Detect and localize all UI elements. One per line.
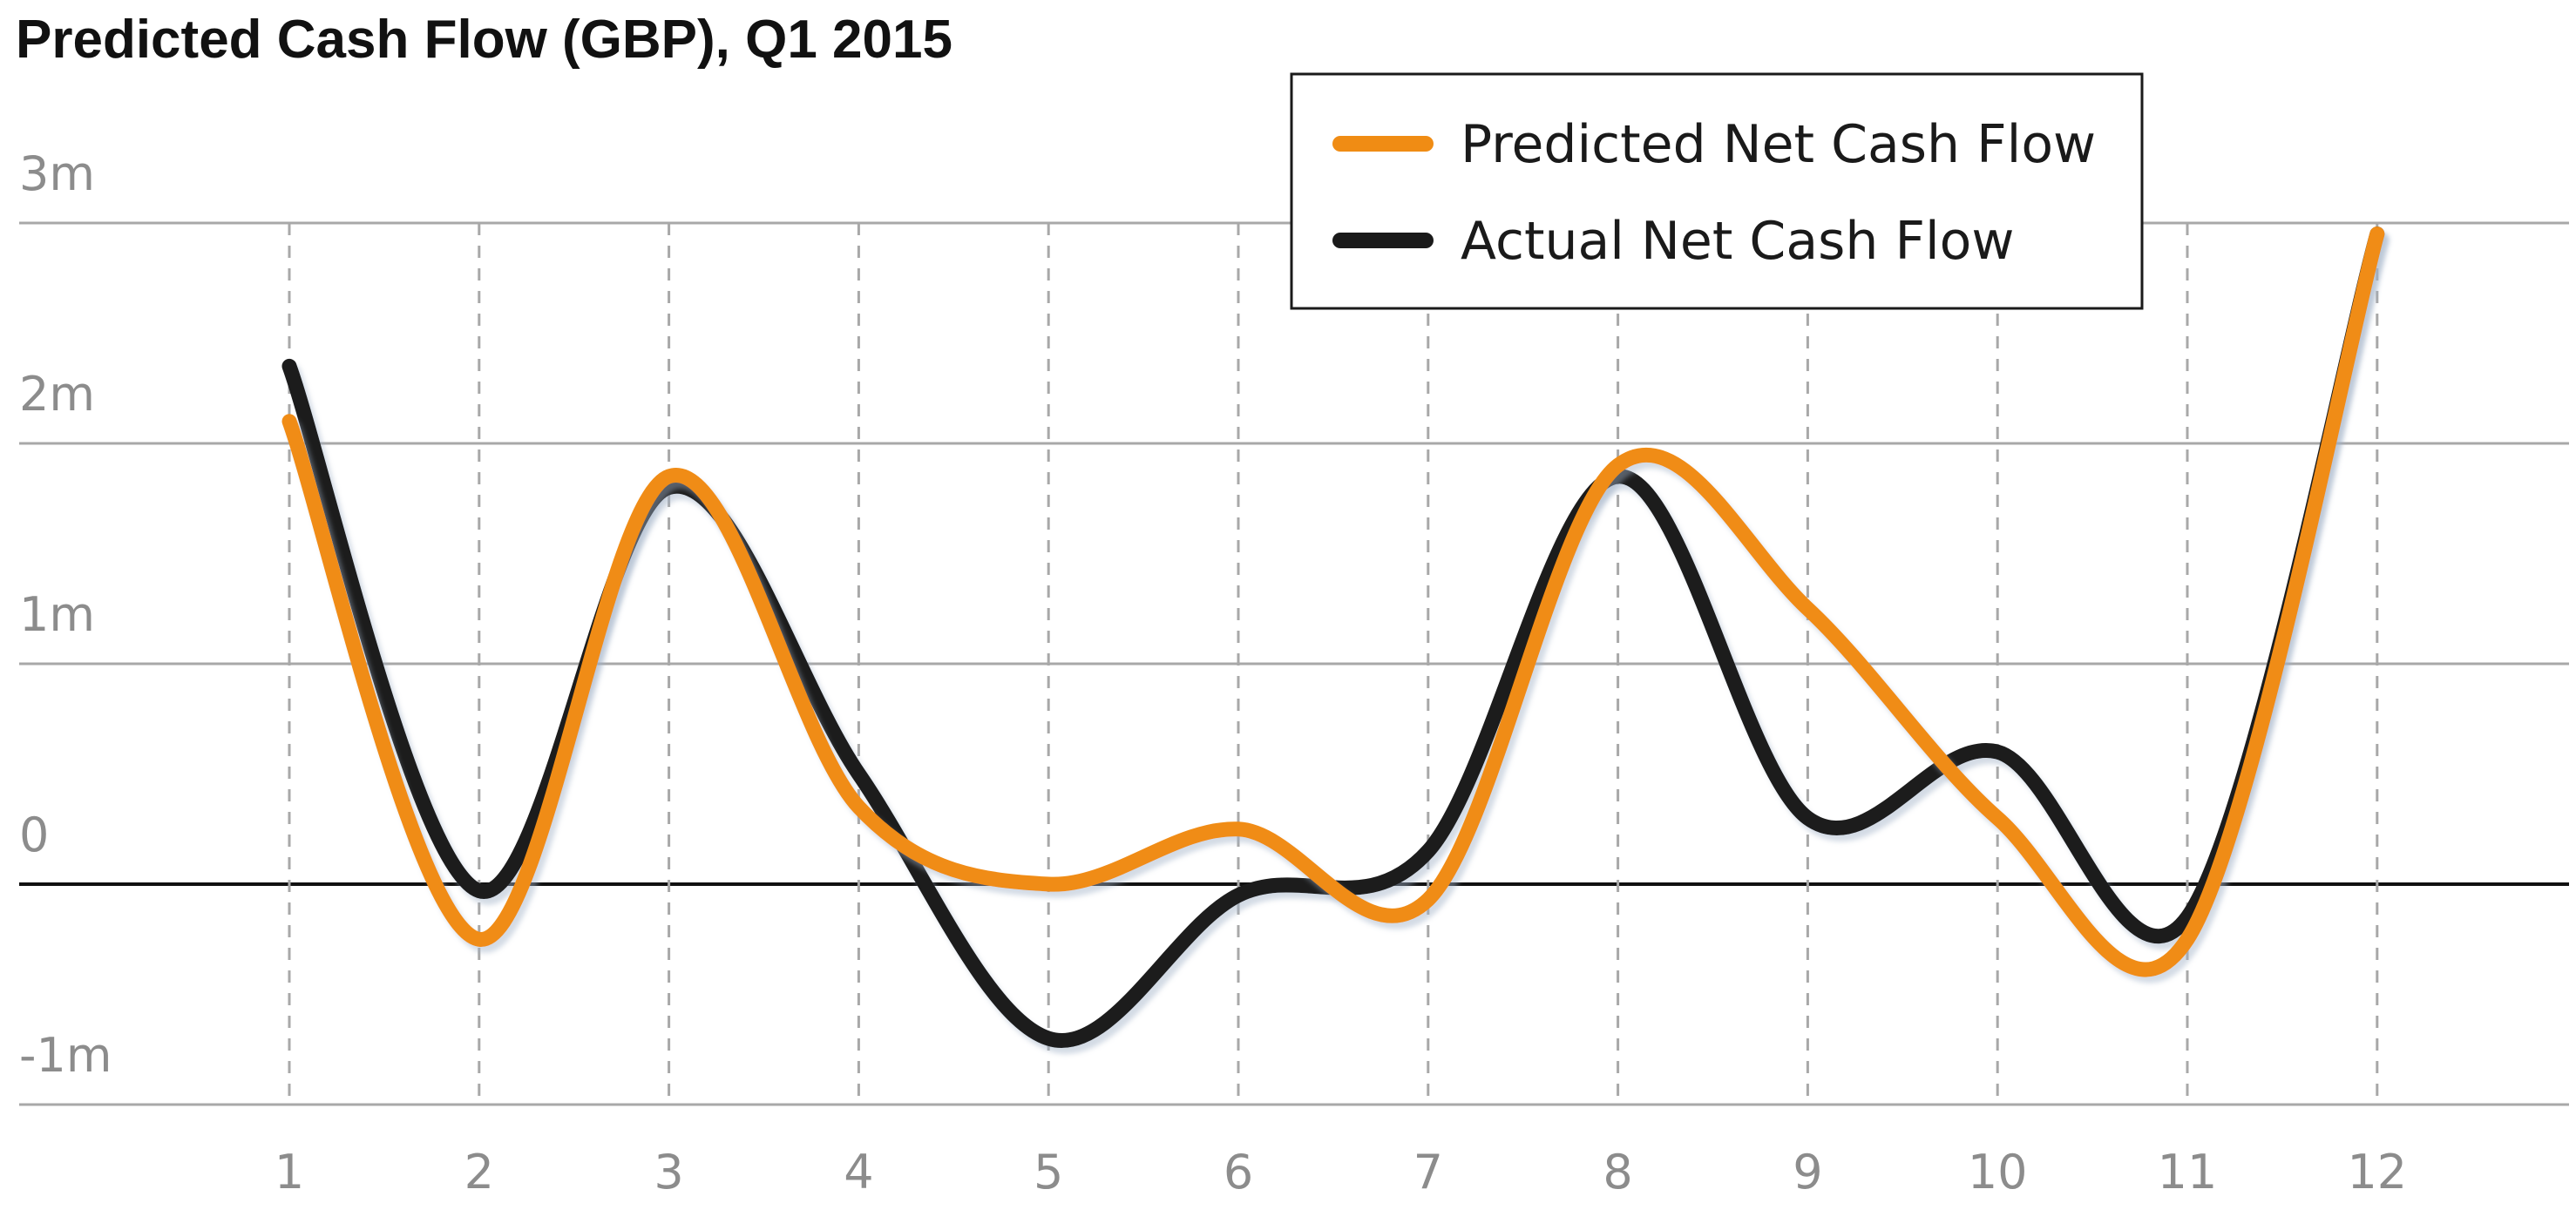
grid [19, 221, 2569, 1106]
x-tick-label: 5 [1034, 1145, 1063, 1200]
x-tick-label: 12 [2347, 1145, 2407, 1200]
legend-box [1290, 72, 2144, 310]
x-tick-label: 4 [844, 1145, 873, 1200]
x-tick-label: 2 [464, 1145, 494, 1200]
x-tick-label: 8 [1603, 1145, 1632, 1200]
y-axis-ticks: 3m 2m 1m 0 -1m [19, 146, 112, 1083]
legend-label-predicted: Predicted Net Cash Flow [1461, 114, 2096, 175]
x-tick-label: 1 [275, 1145, 304, 1200]
series-lines [281, 226, 2385, 1048]
x-tick-label: 9 [1793, 1145, 1822, 1200]
x-axis-ticks: 1 2 3 4 5 6 7 8 9 10 11 12 [275, 1145, 2407, 1200]
x-tick-label: 3 [654, 1145, 683, 1200]
x-tick-label: 11 [2158, 1145, 2218, 1200]
series-line-predicted [281, 226, 2385, 977]
legend: Predicted Net Cash Flow Actual Net Cash … [1290, 72, 2144, 310]
y-tick-label: -1m [19, 1028, 112, 1083]
y-tick-label: 2m [19, 367, 95, 422]
x-tick-label: 7 [1413, 1145, 1443, 1200]
x-tick-label: 6 [1224, 1145, 1253, 1200]
y-tick-label: 0 [19, 808, 49, 862]
y-tick-label: 1m [19, 587, 95, 642]
y-tick-label: 3m [19, 146, 95, 201]
x-tick-label: 10 [1968, 1145, 2028, 1200]
legend-label-actual: Actual Net Cash Flow [1461, 211, 2014, 272]
chart-title: Predicted Cash Flow (GBP), Q1 2015 [16, 10, 952, 70]
